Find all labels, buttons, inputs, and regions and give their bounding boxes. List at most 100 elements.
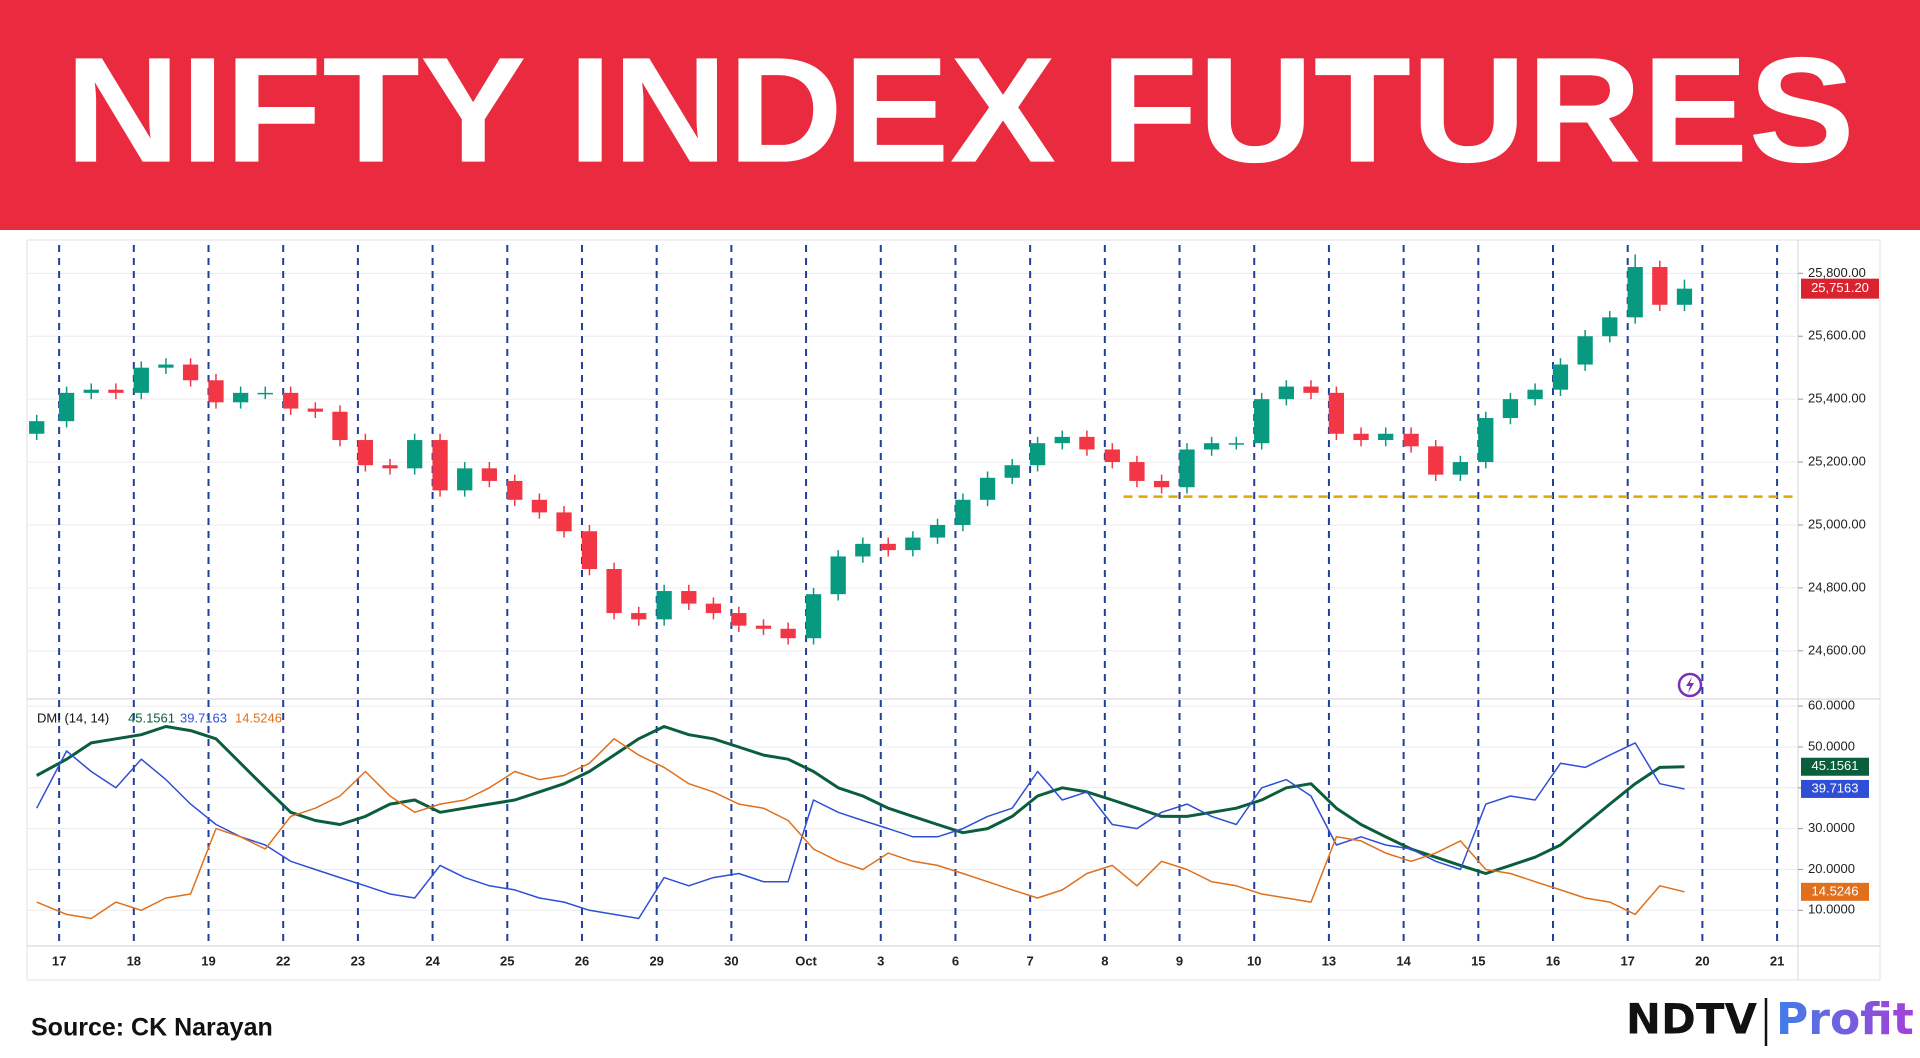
x-tick-label: Oct xyxy=(795,953,817,968)
value-tag-label: 14.5246 xyxy=(1812,883,1859,898)
candle-body xyxy=(979,477,996,500)
chart-layer: 24,600.00 24,800.00 25,000.00 25,200.00 25,4… xyxy=(27,240,1880,980)
x-tick-label: 25 xyxy=(500,953,514,968)
candle-body xyxy=(955,499,971,525)
value-tag xyxy=(1801,882,1869,901)
candle-body xyxy=(133,367,149,393)
y-tick-label: 25,200.00 xyxy=(1808,454,1866,469)
candle-body xyxy=(283,392,299,409)
candle-body xyxy=(531,499,548,513)
candle-body xyxy=(307,408,323,412)
x-tick-label: 22 xyxy=(276,953,290,968)
brand-logo: NDTV xyxy=(1626,995,1758,1044)
brand-product: Profit xyxy=(1776,994,1914,1045)
page-title: NIFTY INDEX FUTURES xyxy=(65,26,1855,194)
x-tick-label: 14 xyxy=(1396,953,1411,968)
candle-body xyxy=(1328,392,1345,434)
x-tick-label: 17 xyxy=(52,953,66,968)
candle-body xyxy=(232,392,249,403)
candle-body xyxy=(1552,364,1569,390)
candle-body xyxy=(755,625,772,629)
x-tick-label: 29 xyxy=(649,953,663,968)
candle-body xyxy=(631,613,647,620)
candle-body xyxy=(1079,436,1095,450)
x-tick-label: 30 xyxy=(724,953,738,968)
last-price-label: 25,751.20 xyxy=(1811,280,1869,295)
candle-body xyxy=(507,480,523,500)
dmi-line xyxy=(36,738,1685,920)
candle-body xyxy=(1228,443,1244,445)
x-tick-label: 20 xyxy=(1695,953,1709,968)
y-tick-label: 25,600.00 xyxy=(1808,328,1866,343)
candle-body xyxy=(257,392,273,395)
candle-body xyxy=(407,440,423,469)
candle-body xyxy=(208,380,224,403)
candle-body xyxy=(1179,449,1195,488)
y-tick-label: 25,400.00 xyxy=(1808,391,1866,406)
x-tick-label: 6 xyxy=(952,953,959,968)
candle-body xyxy=(182,364,199,381)
legend-value: 14.5246 xyxy=(235,710,282,725)
candle-body xyxy=(1627,267,1643,318)
candle-body xyxy=(1004,465,1020,478)
x-tick-label: 9 xyxy=(1176,953,1183,968)
candle-body xyxy=(382,465,398,469)
y-tick-label: 50.0000 xyxy=(1808,738,1855,753)
candle-body xyxy=(1204,443,1220,450)
y-tick-label: 30.0000 xyxy=(1808,820,1855,835)
candle-body xyxy=(731,613,747,626)
y-tick-label: 60.0000 xyxy=(1808,698,1855,713)
candle-body xyxy=(1278,386,1294,400)
candle-body xyxy=(1054,436,1070,444)
source-note: Source: CK Narayan xyxy=(31,1014,273,1042)
candle-body xyxy=(1602,317,1618,337)
candle-body xyxy=(1452,462,1469,475)
candle-body xyxy=(705,603,722,614)
value-tag-label: 45.1561 xyxy=(1812,758,1859,773)
candle-body xyxy=(656,591,672,620)
value-tag xyxy=(1801,779,1869,798)
candle-body xyxy=(1029,443,1046,466)
candle-body xyxy=(1378,433,1394,441)
candle-body xyxy=(1403,433,1419,447)
x-tick-label: 26 xyxy=(575,953,589,968)
y-tick-label: 25,000.00 xyxy=(1808,516,1866,531)
candle-body xyxy=(805,594,822,639)
candle-body xyxy=(1527,389,1543,400)
x-tick-label: 21 xyxy=(1770,953,1784,968)
alert-icon xyxy=(1677,672,1703,698)
candle-body xyxy=(1104,449,1120,463)
candle-body xyxy=(929,524,946,538)
candle-body xyxy=(58,392,75,422)
y-tick-label: 10.0000 xyxy=(1808,902,1855,917)
legend-value: 39.7163 xyxy=(180,710,227,725)
last-price-tag xyxy=(1801,278,1879,299)
x-tick-label: 13 xyxy=(1322,953,1336,968)
x-tick-label: 7 xyxy=(1027,953,1034,968)
x-tick-label: 16 xyxy=(1546,953,1560,968)
x-tick-label: 18 xyxy=(127,953,141,968)
candle-body xyxy=(1502,399,1519,419)
candle-body xyxy=(1478,418,1494,463)
candle-body xyxy=(1428,446,1444,475)
candle-body xyxy=(1353,433,1369,441)
candle-body xyxy=(1577,336,1593,365)
candle-body xyxy=(780,628,796,639)
candle-body xyxy=(357,440,374,466)
x-tick-label: 3 xyxy=(877,953,884,968)
candle-body xyxy=(681,591,697,604)
candle-body xyxy=(1676,288,1693,305)
title-banner xyxy=(0,0,1920,230)
candle-body xyxy=(432,440,448,491)
indicator-title: DMI (14, 14) xyxy=(37,710,109,725)
candle-body xyxy=(581,531,598,570)
candle-body xyxy=(1129,462,1145,481)
candle-body xyxy=(332,411,348,441)
candle-body xyxy=(880,543,896,551)
legend-value: 45.1561 xyxy=(128,710,175,725)
candle-body xyxy=(29,421,45,434)
y-tick-label: 24,800.00 xyxy=(1808,579,1866,594)
y-tick-label: 24,600.00 xyxy=(1808,642,1866,657)
